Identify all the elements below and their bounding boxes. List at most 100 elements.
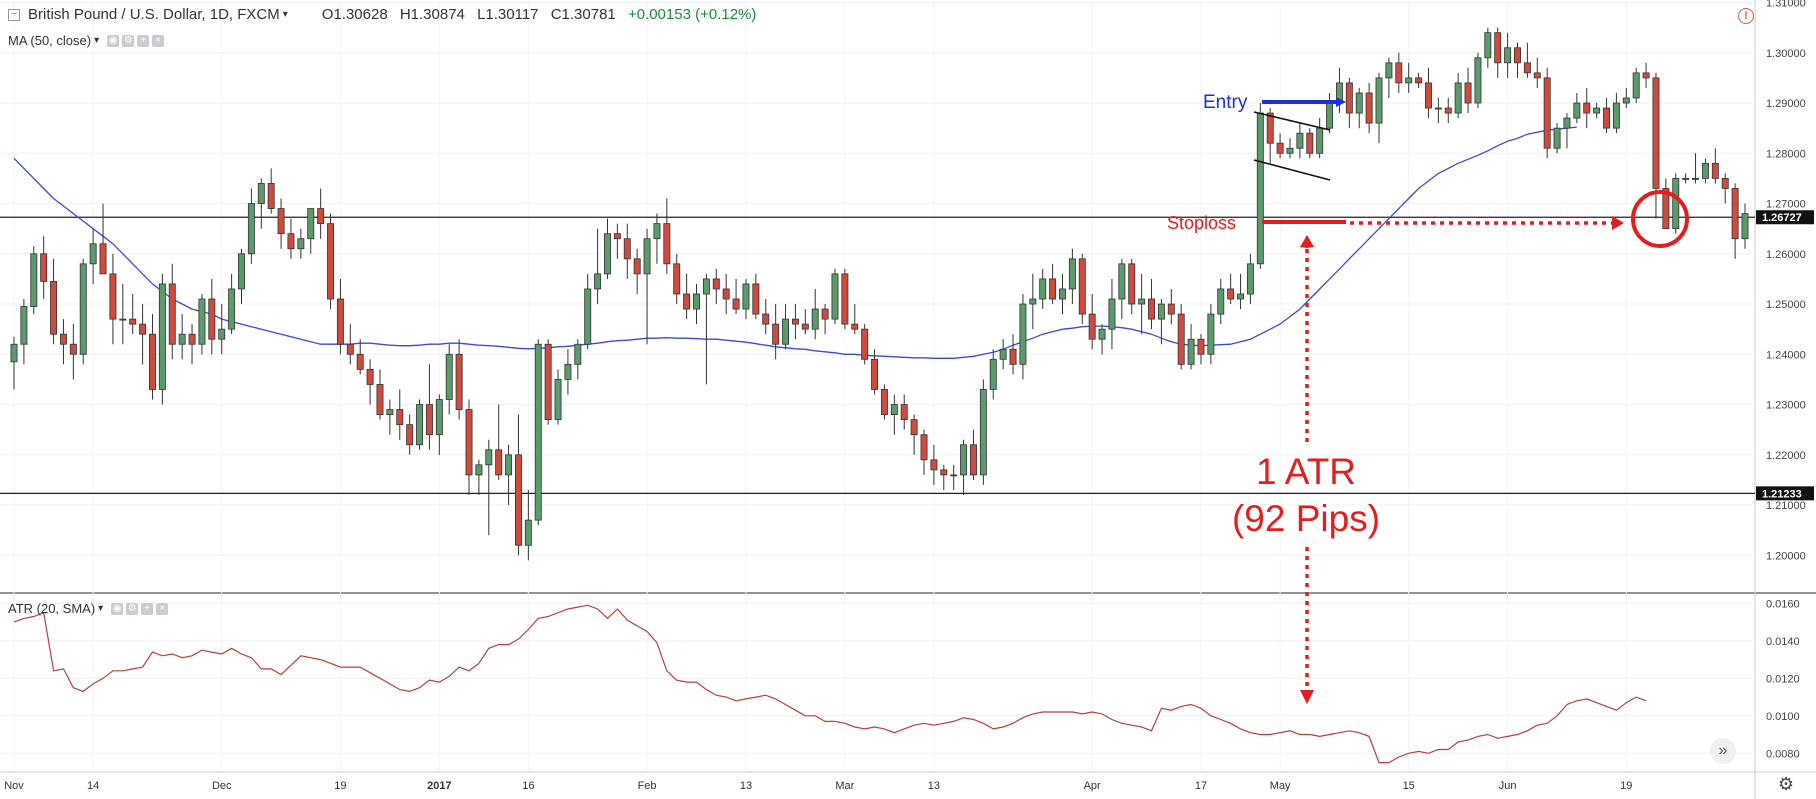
ma-legend[interactable]: MA (50, close) ▾ ◉ ⚙ + × [8, 33, 165, 48]
candle-body [1731, 188, 1739, 240]
candle-body [1148, 298, 1155, 320]
candle-body [1118, 263, 1126, 300]
candle-body [188, 333, 196, 345]
price-label: 1.26727 [1762, 212, 1802, 224]
candle-body [732, 298, 740, 310]
candle-body [10, 343, 18, 363]
settings-icon[interactable]: ⚙ [126, 602, 139, 615]
atr-annotation-line2: (92 Pips) [1232, 498, 1380, 539]
time-tick-label: May [1270, 780, 1291, 792]
candle-body [782, 318, 789, 345]
price-tick-label: 1.21000 [1766, 500, 1806, 512]
candle-body [1434, 107, 1442, 110]
price-label-box [1756, 486, 1814, 501]
candle-body [228, 288, 236, 330]
candle-body [514, 454, 522, 546]
more-icon[interactable]: + [141, 602, 154, 615]
candle-body [1573, 102, 1581, 119]
candle-body [1514, 47, 1521, 64]
candle-body [890, 404, 898, 415]
candle-body [287, 233, 295, 250]
time-tick-label: 19 [1620, 780, 1632, 792]
stoploss-label: Stoploss [1167, 213, 1236, 233]
alert-icon[interactable]: ! [1738, 8, 1754, 24]
chevron-down-icon[interactable]: ▾ [98, 603, 104, 614]
candle-body [267, 183, 275, 209]
candle-body [693, 293, 700, 310]
open-value: O1.30628 [321, 6, 388, 23]
candle-body [1246, 263, 1254, 295]
candle-body [871, 358, 879, 390]
chevron-down-icon[interactable]: ▾ [282, 9, 288, 20]
candle-body [811, 308, 819, 330]
eye-icon[interactable]: ◉ [111, 602, 124, 615]
candle-body [564, 363, 572, 380]
more-icon[interactable]: + [137, 34, 150, 47]
atr-annotation-line1: 1 ATR [1256, 451, 1356, 492]
symbol-title[interactable]: British Pound / U.S. Dollar, 1D, FXCM [28, 6, 280, 23]
atr-label[interactable]: ATR (20, SMA) [8, 601, 96, 616]
candle-body [218, 328, 226, 340]
candle-body [376, 384, 384, 415]
collapse-icon[interactable]: − [8, 8, 20, 21]
candle-body [1593, 107, 1601, 114]
candle-body [1108, 298, 1116, 330]
candle-body [257, 183, 265, 204]
candle-body [1049, 278, 1057, 300]
candle-body [1286, 147, 1294, 154]
candle-body [940, 469, 948, 476]
candle-body [1741, 213, 1749, 240]
candle-body [752, 283, 760, 315]
candle-body [1494, 32, 1502, 64]
remove-icon[interactable]: × [156, 602, 169, 615]
eye-icon[interactable]: ◉ [107, 34, 120, 47]
candle-body [584, 288, 592, 345]
candle-body [158, 283, 166, 390]
candle-body [99, 243, 107, 275]
candle-body [327, 223, 334, 300]
candle-body [1484, 32, 1492, 59]
time-tick-label: 17 [1195, 780, 1207, 792]
candle-body [1711, 162, 1719, 179]
candle-body [89, 243, 97, 265]
flag-upper-line [1253, 111, 1331, 131]
candle-body [1682, 178, 1690, 180]
settings-icon[interactable]: ⚙ [122, 34, 135, 47]
price-tick-label: 1.20000 [1766, 550, 1806, 562]
candle-body [1306, 132, 1314, 154]
time-tick-label: 15 [1403, 780, 1415, 792]
time-tick-label: 19 [334, 780, 346, 792]
candle-body [821, 308, 829, 320]
candle-body [861, 328, 869, 360]
candle-body [307, 208, 315, 240]
candle-body [40, 253, 48, 282]
candle-body [683, 293, 691, 310]
candle-body [1415, 77, 1423, 84]
candle-body [534, 343, 542, 521]
time-tick-label: 2017 [427, 780, 451, 792]
ma-line [13, 126, 1577, 359]
candle-body [1365, 92, 1373, 124]
chevron-down-icon[interactable]: ▾ [94, 35, 100, 46]
candle-body [59, 333, 67, 345]
candle-body [653, 223, 661, 240]
scroll-right-icon[interactable]: » [1710, 738, 1736, 764]
candle-body [317, 208, 325, 225]
candle-body [1612, 102, 1620, 129]
candle-body [722, 288, 730, 300]
remove-icon[interactable]: × [152, 34, 165, 47]
candle-body [139, 323, 147, 335]
gear-icon[interactable]: ⚙ [1777, 774, 1794, 794]
candle-body [1701, 162, 1709, 179]
atr-legend[interactable]: ATR (20, SMA) ▾ ◉ ⚙ + × [8, 601, 169, 616]
candle-body [702, 278, 710, 295]
candle-body [1721, 178, 1729, 189]
candle-body [999, 348, 1007, 360]
candle-body [742, 283, 750, 310]
candle-body [416, 404, 424, 446]
candle-body [455, 353, 463, 410]
ma-label[interactable]: MA (50, close) [8, 33, 92, 48]
candle-body [149, 333, 156, 390]
candle-body [277, 208, 285, 235]
